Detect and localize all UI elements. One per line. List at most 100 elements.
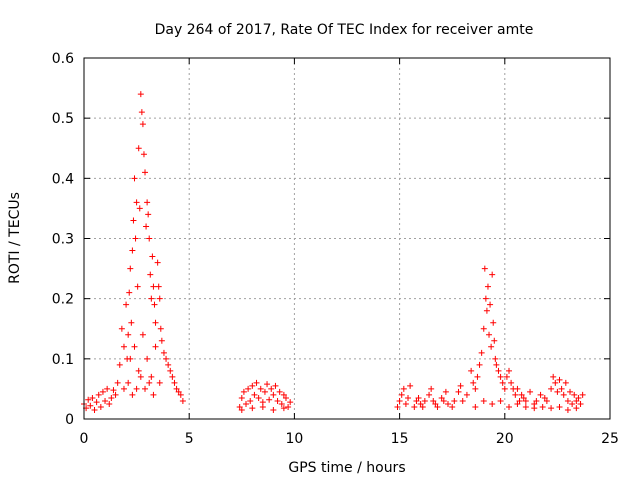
data-point <box>129 247 136 254</box>
data-point <box>560 391 567 398</box>
chart-title: Day 264 of 2017, Rate Of TEC Index for r… <box>155 22 534 38</box>
y-axis-label: ROTI / TECUs <box>7 192 23 284</box>
data-point <box>123 301 130 308</box>
data-point <box>491 337 498 344</box>
grid-lines <box>84 58 610 419</box>
data-point <box>264 381 271 388</box>
data-point <box>135 367 142 374</box>
data-point <box>150 391 157 398</box>
data-points <box>81 91 586 413</box>
data-point <box>144 355 151 362</box>
data-point <box>468 367 475 374</box>
data-point <box>575 394 582 401</box>
data-point <box>571 391 578 398</box>
data-point <box>97 403 104 410</box>
data-point <box>482 295 489 302</box>
data-point <box>134 283 141 290</box>
data-point <box>514 400 521 407</box>
data-point <box>527 388 534 395</box>
data-point <box>139 331 146 338</box>
data-point <box>91 406 98 413</box>
data-point <box>459 397 466 404</box>
x-tick-label: 5 <box>185 431 194 447</box>
data-point <box>394 403 401 410</box>
data-point <box>400 385 407 392</box>
data-point <box>142 169 149 176</box>
data-point <box>155 283 162 290</box>
data-point <box>167 367 174 374</box>
data-point <box>257 385 264 392</box>
data-point <box>486 331 493 338</box>
data-point <box>87 402 94 409</box>
data-point <box>261 388 268 395</box>
data-point <box>552 379 559 386</box>
data-point <box>268 385 275 392</box>
data-point <box>146 379 153 386</box>
data-point <box>455 388 462 395</box>
data-point <box>259 403 266 410</box>
data-point <box>236 403 243 410</box>
data-point <box>440 397 447 404</box>
data-point <box>156 295 163 302</box>
data-point <box>533 397 540 404</box>
data-point <box>548 385 555 392</box>
data-point <box>116 361 123 368</box>
data-point <box>95 391 102 398</box>
data-point <box>457 382 464 389</box>
data-point <box>577 400 584 407</box>
data-point <box>173 385 180 392</box>
data-point <box>150 283 157 290</box>
data-point <box>175 388 182 395</box>
data-point <box>137 373 144 380</box>
data-point <box>85 396 92 403</box>
data-point <box>522 403 529 410</box>
data-point <box>137 91 144 98</box>
data-point <box>556 403 563 410</box>
data-point <box>102 397 109 404</box>
data-point <box>280 391 287 398</box>
data-point <box>127 355 134 362</box>
data-point <box>145 211 152 218</box>
data-point <box>426 391 433 398</box>
data-point <box>508 379 515 386</box>
data-point <box>520 394 527 401</box>
data-point <box>497 397 504 404</box>
data-point <box>118 325 125 332</box>
y-tick-label: 0.4 <box>52 171 74 187</box>
data-point <box>514 385 521 392</box>
data-point <box>569 400 576 407</box>
data-point <box>396 397 403 404</box>
data-point <box>488 343 495 350</box>
data-point <box>405 394 412 401</box>
data-point <box>142 385 149 392</box>
data-point <box>480 397 487 404</box>
data-point <box>501 385 508 392</box>
data-point <box>151 301 158 308</box>
data-point <box>421 397 428 404</box>
data-point <box>506 367 513 374</box>
data-point <box>444 400 451 407</box>
data-point <box>280 405 287 412</box>
data-point <box>287 399 294 406</box>
data-point <box>562 379 569 386</box>
data-point <box>171 379 178 386</box>
data-point <box>165 361 172 368</box>
data-point <box>177 391 184 398</box>
y-tick-label: 0.1 <box>52 352 74 368</box>
data-point <box>147 271 154 278</box>
data-point <box>573 397 580 404</box>
x-axis-ticks: 0 5 10 15 20 25 <box>80 58 619 447</box>
data-point <box>567 388 574 395</box>
data-point <box>522 397 529 404</box>
data-point <box>428 385 435 392</box>
data-point <box>543 397 550 404</box>
data-point <box>93 399 100 406</box>
data-point <box>558 385 565 392</box>
data-point <box>493 361 500 368</box>
data-point <box>419 403 426 410</box>
data-point <box>131 175 138 182</box>
data-point <box>518 391 525 398</box>
data-point <box>512 391 519 398</box>
data-point <box>135 145 142 152</box>
data-point <box>407 382 414 389</box>
